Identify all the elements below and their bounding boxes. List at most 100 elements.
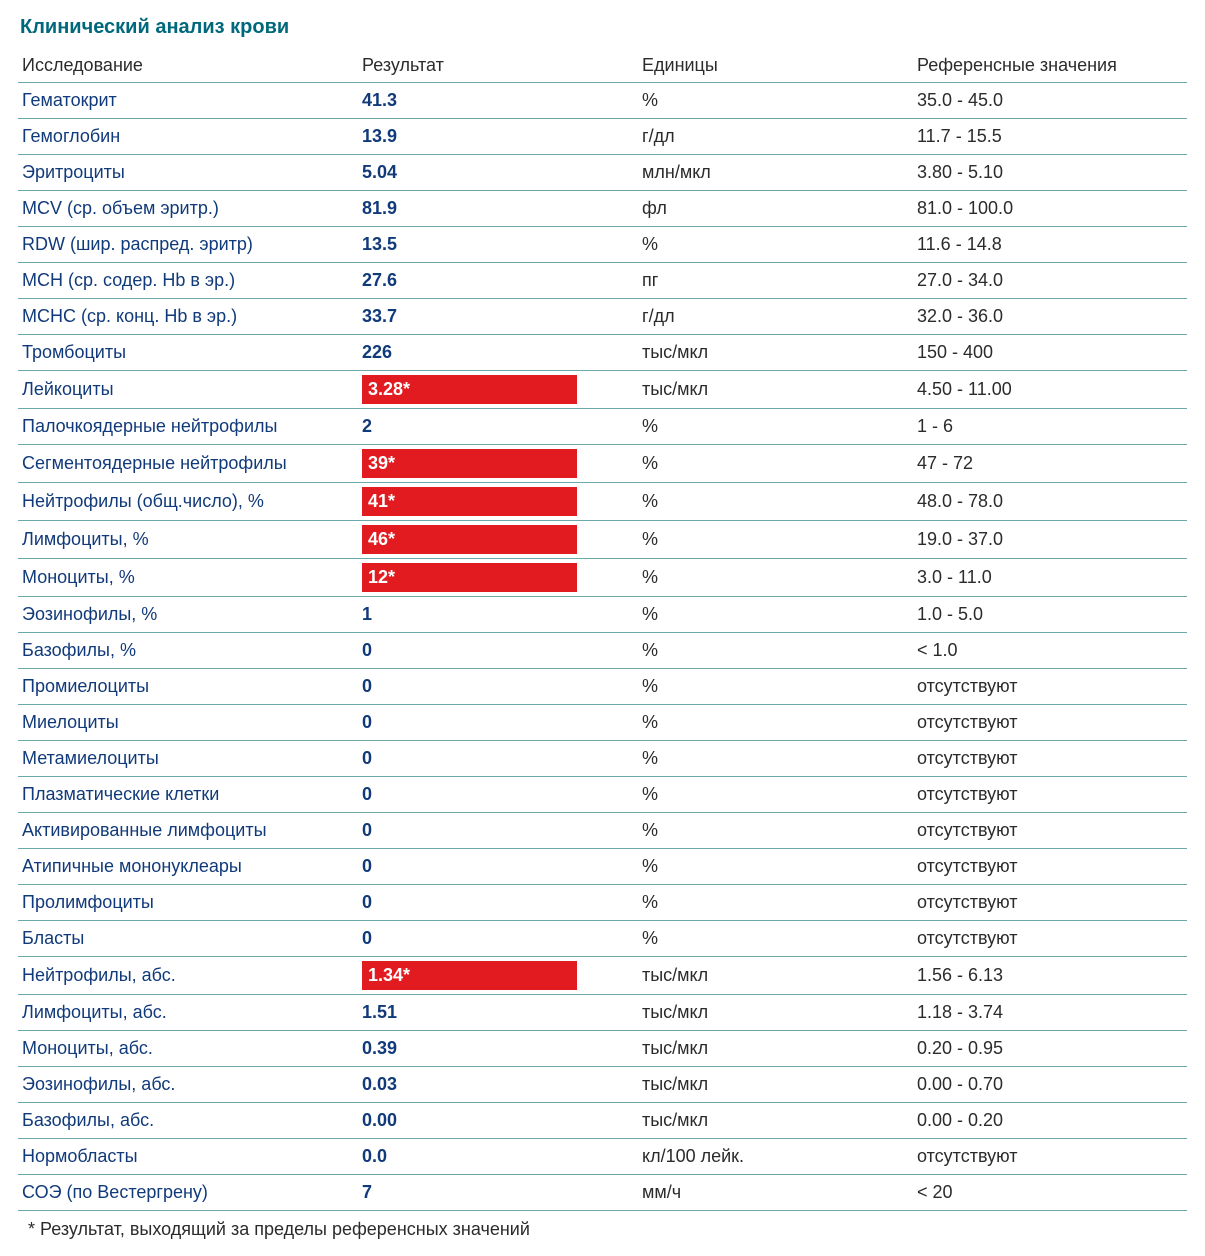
test-reference: 32.0 - 36.0	[913, 299, 1187, 335]
test-reference: 1.0 - 5.0	[913, 597, 1187, 633]
test-name: Эозинофилы, абс.	[18, 1067, 358, 1103]
table-row: Лейкоциты3.28*тыс/мкл4.50 - 11.00	[18, 371, 1187, 409]
test-units: фл	[638, 191, 913, 227]
out-of-range-flag: 46*	[362, 525, 577, 554]
results-table: Исследование Результат Единицы Референсн…	[18, 49, 1187, 1211]
table-row: Эозинофилы, абс.0.03тыс/мкл0.00 - 0.70	[18, 1067, 1187, 1103]
test-units: %	[638, 483, 913, 521]
test-result: 0	[358, 885, 638, 921]
out-of-range-flag: 39*	[362, 449, 577, 478]
test-name: Бласты	[18, 921, 358, 957]
test-name: Моноциты, %	[18, 559, 358, 597]
test-units: %	[638, 409, 913, 445]
test-name: MCHC (ср. конц. Hb в эр.)	[18, 299, 358, 335]
test-units: %	[638, 521, 913, 559]
test-units: кл/100 лейк.	[638, 1139, 913, 1175]
test-name: Лимфоциты, абс.	[18, 995, 358, 1031]
table-row: Активированные лимфоциты0%отсутствуют	[18, 813, 1187, 849]
test-result: 12*	[358, 559, 638, 597]
test-result: 39*	[358, 445, 638, 483]
test-units: пг	[638, 263, 913, 299]
test-result: 0	[358, 705, 638, 741]
col-result: Результат	[358, 49, 638, 83]
table-row: Лимфоциты, абс.1.51тыс/мкл1.18 - 3.74	[18, 995, 1187, 1031]
test-units: %	[638, 597, 913, 633]
test-name: Гемоглобин	[18, 119, 358, 155]
test-result: 1	[358, 597, 638, 633]
test-name: Эозинофилы, %	[18, 597, 358, 633]
test-units: %	[638, 741, 913, 777]
test-units: %	[638, 705, 913, 741]
test-units: %	[638, 445, 913, 483]
test-reference: 27.0 - 34.0	[913, 263, 1187, 299]
test-reference: < 1.0	[913, 633, 1187, 669]
test-units: тыс/мкл	[638, 335, 913, 371]
table-row: Бласты0%отсутствуют	[18, 921, 1187, 957]
test-units: тыс/мкл	[638, 371, 913, 409]
test-units: %	[638, 777, 913, 813]
table-row: Эозинофилы, %1%1.0 - 5.0	[18, 597, 1187, 633]
test-result: 0	[358, 813, 638, 849]
table-row: Тромбоциты226тыс/мкл150 - 400	[18, 335, 1187, 371]
table-row: Миелоциты0%отсутствуют	[18, 705, 1187, 741]
test-name: Активированные лимфоциты	[18, 813, 358, 849]
test-result: 0.0	[358, 1139, 638, 1175]
test-reference: 0.00 - 0.70	[913, 1067, 1187, 1103]
test-result: 1.51	[358, 995, 638, 1031]
test-units: %	[638, 813, 913, 849]
test-name: Тромбоциты	[18, 335, 358, 371]
test-reference: отсутствуют	[913, 741, 1187, 777]
test-reference: отсутствуют	[913, 921, 1187, 957]
test-result: 41*	[358, 483, 638, 521]
table-row: Метамиелоциты0%отсутствуют	[18, 741, 1187, 777]
test-reference: 150 - 400	[913, 335, 1187, 371]
table-row: Нейтрофилы (общ.число), %41*%48.0 - 78.0	[18, 483, 1187, 521]
test-result: 81.9	[358, 191, 638, 227]
table-row: Промиелоциты0%отсутствуют	[18, 669, 1187, 705]
test-reference: 1.18 - 3.74	[913, 995, 1187, 1031]
test-reference: 11.7 - 15.5	[913, 119, 1187, 155]
test-reference: отсутствуют	[913, 813, 1187, 849]
test-units: %	[638, 669, 913, 705]
table-row: СОЭ (по Вестергрену)7мм/ч< 20	[18, 1175, 1187, 1211]
test-units: %	[638, 849, 913, 885]
test-reference: отсутствуют	[913, 1139, 1187, 1175]
test-units: %	[638, 83, 913, 119]
test-reference: отсутствуют	[913, 777, 1187, 813]
test-result: 0	[358, 921, 638, 957]
test-name: Базофилы, абс.	[18, 1103, 358, 1139]
test-name: Гематокрит	[18, 83, 358, 119]
test-name: Плазматические клетки	[18, 777, 358, 813]
test-name: Пролимфоциты	[18, 885, 358, 921]
table-row: MCV (ср. объем эритр.)81.9фл81.0 - 100.0	[18, 191, 1187, 227]
out-of-range-flag: 41*	[362, 487, 577, 516]
test-name: СОЭ (по Вестергрену)	[18, 1175, 358, 1211]
test-reference: отсутствуют	[913, 849, 1187, 885]
test-reference: 19.0 - 37.0	[913, 521, 1187, 559]
test-reference: 0.20 - 0.95	[913, 1031, 1187, 1067]
test-result: 0	[358, 849, 638, 885]
test-units: тыс/мкл	[638, 1031, 913, 1067]
test-result: 0.00	[358, 1103, 638, 1139]
test-result: 0	[358, 633, 638, 669]
table-row: Нейтрофилы, абс.1.34*тыс/мкл1.56 - 6.13	[18, 957, 1187, 995]
test-name: MCH (ср. содер. Hb в эр.)	[18, 263, 358, 299]
test-units: тыс/мкл	[638, 1103, 913, 1139]
test-result: 27.6	[358, 263, 638, 299]
test-result: 7	[358, 1175, 638, 1211]
test-reference: отсутствуют	[913, 885, 1187, 921]
out-of-range-flag: 12*	[362, 563, 577, 592]
table-row: Гематокрит41.3%35.0 - 45.0	[18, 83, 1187, 119]
test-result: 0.03	[358, 1067, 638, 1103]
test-units: млн/мкл	[638, 155, 913, 191]
table-row: MCHC (ср. конц. Hb в эр.)33.7г/дл32.0 - …	[18, 299, 1187, 335]
table-row: RDW (шир. распред. эритр)13.5%11.6 - 14.…	[18, 227, 1187, 263]
test-result: 0	[358, 669, 638, 705]
table-row: Палочкоядерные нейтрофилы2%1 - 6	[18, 409, 1187, 445]
table-row: Нормобласты0.0кл/100 лейк.отсутствуют	[18, 1139, 1187, 1175]
test-name: Метамиелоциты	[18, 741, 358, 777]
test-units: %	[638, 633, 913, 669]
footnote: * Результат, выходящий за пределы рефере…	[18, 1219, 1187, 1240]
test-name: Нейтрофилы (общ.число), %	[18, 483, 358, 521]
test-units: %	[638, 885, 913, 921]
